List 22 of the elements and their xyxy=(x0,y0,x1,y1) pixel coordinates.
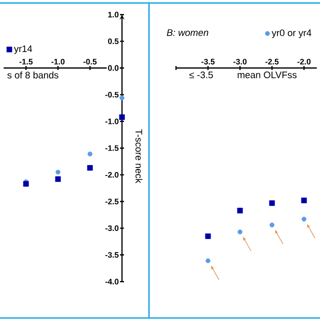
x-axis-title: mean OLVFss xyxy=(238,72,297,78)
point xyxy=(87,165,93,171)
point xyxy=(205,233,211,239)
point xyxy=(302,216,306,222)
text: B: women xyxy=(166,29,208,36)
point xyxy=(55,176,61,182)
point xyxy=(119,114,125,120)
point xyxy=(23,181,29,187)
point xyxy=(269,200,275,206)
point xyxy=(88,152,92,156)
x-axis-title: s of 8 bands xyxy=(7,72,58,78)
point xyxy=(237,208,243,214)
point xyxy=(56,170,60,175)
legend-label: yr14 xyxy=(14,45,32,54)
y-axis-title: T-score neck xyxy=(135,129,142,184)
point xyxy=(270,222,274,228)
point xyxy=(301,198,307,204)
annotation: ≤ -3.5 xyxy=(189,72,213,78)
point xyxy=(120,96,124,100)
legend-label: yr0 or yr4 xyxy=(272,29,312,38)
point xyxy=(206,258,210,264)
point xyxy=(238,230,242,234)
